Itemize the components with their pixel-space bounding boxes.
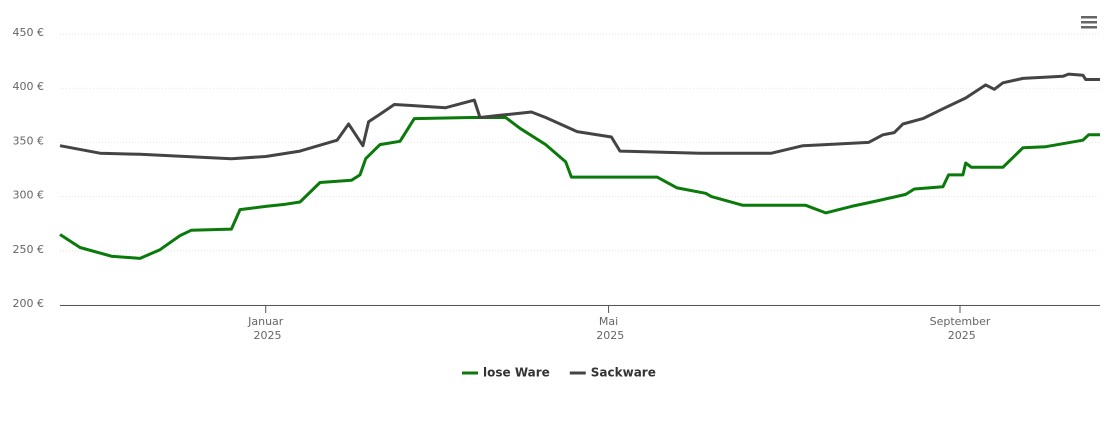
menu-bar[interactable] [1081,16,1097,19]
series-line [59,116,1100,260]
legend-label: Sackware [591,366,656,380]
x-tick-label: Januar 2025 [247,315,284,342]
y-tick-label: 350 € [13,134,45,147]
menu-icon[interactable] [1081,16,1097,29]
y-tick-label: 400 € [13,80,45,93]
y-tick-label: 300 € [13,189,45,202]
x-tick-label: September 2025 [930,315,991,342]
legend-label: lose Ware [483,366,550,380]
y-tick-label: 250 € [13,243,45,256]
series-line [59,72,1100,161]
menu-bar[interactable] [1081,26,1097,29]
menu-bar[interactable] [1081,21,1097,24]
y-tick-label: 200 € [13,297,45,310]
x-tick-label: Mai 2025 [593,315,625,342]
y-tick-label: 450 € [13,26,45,39]
legend: lose Ware Sackware [462,366,656,380]
